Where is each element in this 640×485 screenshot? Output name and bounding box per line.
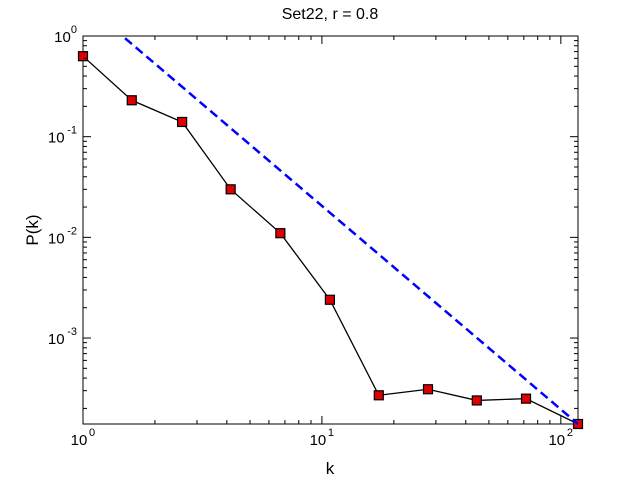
data-point-marker <box>126 95 137 106</box>
y-tick-exponent: -3 <box>67 326 77 338</box>
x-tick-exponent: 1 <box>328 427 334 439</box>
x-tick-label: 10 <box>71 432 88 449</box>
x-axis-label: k <box>326 459 335 478</box>
plot-area <box>82 35 579 425</box>
data-point-marker <box>422 384 434 395</box>
data-point-marker <box>77 51 89 62</box>
y-axis-label: P(k) <box>23 214 42 245</box>
data-point-marker <box>373 390 384 401</box>
x-tick-exponent: 0 <box>89 427 95 439</box>
data-point-marker <box>572 418 584 430</box>
data-point-marker <box>520 393 532 404</box>
reference-line <box>124 37 579 425</box>
x-tick-exponent: 2 <box>567 427 573 439</box>
data-point-marker <box>471 395 482 406</box>
x-tick-label: 10 <box>310 432 327 449</box>
y-tick-label: 10 <box>54 29 71 46</box>
chart-title: Set22, r = 0.8 <box>282 6 379 23</box>
y-tick-exponent: -2 <box>67 225 77 237</box>
y-tick-exponent: -1 <box>67 125 77 137</box>
data-point-marker <box>177 116 188 128</box>
y-tick-label: 10 <box>48 230 65 247</box>
data-point-marker <box>275 228 286 239</box>
y-tick-label: 10 <box>48 130 65 147</box>
y-tick-label: 10 <box>48 331 65 348</box>
data-point-marker <box>225 184 236 195</box>
x-tick-label: 10 <box>548 432 565 449</box>
y-tick-exponent: 0 <box>71 24 77 36</box>
data-point-marker <box>324 294 335 305</box>
series-layer <box>77 37 584 430</box>
